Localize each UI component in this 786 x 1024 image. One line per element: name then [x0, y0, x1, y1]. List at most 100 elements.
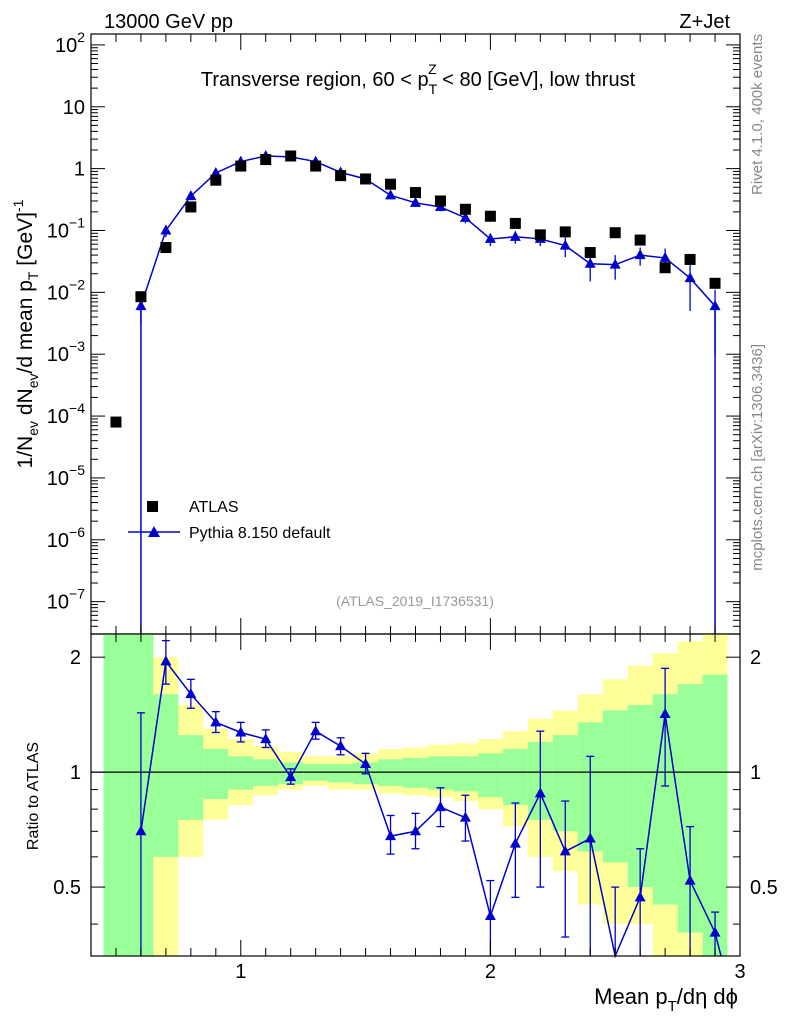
ratio-point	[459, 811, 471, 822]
pythia-point	[459, 211, 471, 222]
ratio-ytick-label-right: 1	[750, 762, 761, 784]
legend-atlas-marker	[147, 501, 158, 512]
main-panel: 102 10 1 10−1 10−2 10−3 10−4 10−5 10−6 10−7 Trans…	[10, 29, 741, 635]
atlas-point	[235, 160, 247, 172]
main-ytick-label: 102	[55, 29, 85, 57]
ratio-ytick-label-right: 2	[750, 647, 761, 669]
ratio-point	[360, 758, 372, 769]
ratio-point	[709, 926, 721, 937]
main-ytick-label: 10−3	[47, 338, 85, 366]
atlas-point	[534, 229, 546, 241]
atlas-point	[160, 242, 172, 254]
x-tick-label: 2	[485, 961, 496, 983]
atlas-point	[684, 253, 696, 265]
ratio-point	[484, 910, 496, 921]
main-ytick-label: 10−1	[47, 214, 85, 242]
ratio-point	[335, 740, 347, 751]
ratio-point	[160, 655, 172, 666]
ratio-band-green	[477, 753, 503, 798]
ratio-point	[634, 891, 646, 902]
atlas-point	[584, 247, 596, 259]
x-tick-label: 1	[235, 961, 246, 983]
atlas-point	[709, 277, 721, 289]
pythia-point	[634, 249, 646, 260]
atlas-point	[285, 150, 297, 162]
pythia-point	[160, 224, 172, 235]
analysis-label: (ATLAS_2019_I1736531)	[336, 593, 494, 609]
pythia-line	[140, 155, 716, 634]
ratio-band-green	[602, 710, 628, 863]
header-right: Z+Jet	[679, 11, 730, 33]
ratio-point	[310, 725, 322, 736]
ratio-point	[434, 801, 446, 812]
ratio-band-green	[178, 735, 204, 820]
atlas-point	[335, 170, 347, 182]
main-title-part-a: Transverse region, 60 < p	[201, 69, 429, 91]
x-axis-label-b: /dη dϕ	[677, 984, 738, 1009]
main-ytick-label: 10−4	[47, 400, 85, 428]
ratio-point	[185, 688, 197, 699]
atlas-point	[484, 210, 496, 222]
mcplots-label: mcplots.cern.ch [arXiv:1306.3436]	[749, 344, 766, 571]
ratio-point	[684, 874, 696, 885]
pythia-point	[584, 257, 596, 268]
ratio-ytick-label: 1	[70, 762, 81, 784]
atlas-point	[210, 174, 222, 186]
ratio-point	[534, 787, 546, 798]
legend-pythia-marker	[148, 526, 160, 537]
main-ytick-label: 1	[74, 159, 85, 181]
pythia-point	[185, 190, 197, 201]
ratio-band-green	[328, 764, 354, 783]
ratio-point	[410, 825, 421, 836]
ratio-band-green	[403, 757, 428, 788]
pythia-point	[709, 300, 721, 311]
ratio-band-green	[228, 756, 254, 790]
atlas-point	[260, 154, 272, 166]
atlas-point	[459, 203, 471, 215]
pythia-point	[559, 239, 571, 250]
pythia-point	[410, 196, 421, 207]
rivet-label: Rivet 4.1.0, 400k events	[749, 34, 766, 195]
pythia-point	[509, 230, 521, 241]
atlas-point	[185, 201, 197, 213]
main-ytick-label: 10	[63, 97, 85, 119]
ratio-band-green	[203, 748, 229, 800]
pythia-point	[385, 189, 397, 200]
ratio-band-green	[702, 674, 728, 956]
ratio-band-green	[103, 634, 129, 956]
atlas-point	[110, 416, 122, 428]
ratio-ytick-label-right: 0.5	[750, 877, 778, 899]
ratio-panel: 0.5 0.5 1 1 2 2 1 2 3 Ratio to ATLAS Mean pT/dη…	[25, 633, 778, 1015]
legend: ATLAS Pythia 8.150 default	[128, 499, 331, 542]
x-axis-label: Mean pT/dη dϕ	[594, 984, 738, 1015]
pythia-point	[609, 258, 621, 269]
legend-pythia-label: Pythia 8.150 default	[189, 525, 331, 542]
atlas-point	[609, 227, 621, 239]
main-ylabel: 1/Nev dNev/d mean pT [GeV]-1	[10, 199, 41, 468]
header-left: 13000 GeV pp	[104, 11, 233, 33]
atlas-point	[410, 187, 421, 199]
atlas-point	[634, 234, 646, 246]
ratio-band-green	[502, 748, 528, 806]
legend-atlas-label: ATLAS	[189, 499, 239, 516]
atlas-point	[360, 173, 372, 185]
ratio-point	[584, 832, 596, 843]
pythia-point	[659, 251, 671, 262]
ratio-ytick-label: 0.5	[53, 877, 81, 899]
pythia-point	[484, 232, 496, 243]
pythia-point	[210, 166, 222, 177]
atlas-point	[659, 262, 671, 274]
ratio-point	[210, 716, 222, 727]
ratio-point	[559, 845, 571, 856]
main-ytick-label: 10−6	[47, 524, 85, 552]
main-ytick-label: 10−5	[47, 462, 85, 490]
ratio-point	[135, 825, 147, 836]
main-title-sup: Z	[428, 61, 437, 77]
atlas-point	[434, 195, 446, 207]
ratio-ytick-label: 2	[70, 647, 81, 669]
atlas-point	[310, 160, 322, 172]
ratio-point	[385, 830, 397, 841]
atlas-point	[385, 178, 397, 190]
ratio-point	[285, 771, 297, 782]
